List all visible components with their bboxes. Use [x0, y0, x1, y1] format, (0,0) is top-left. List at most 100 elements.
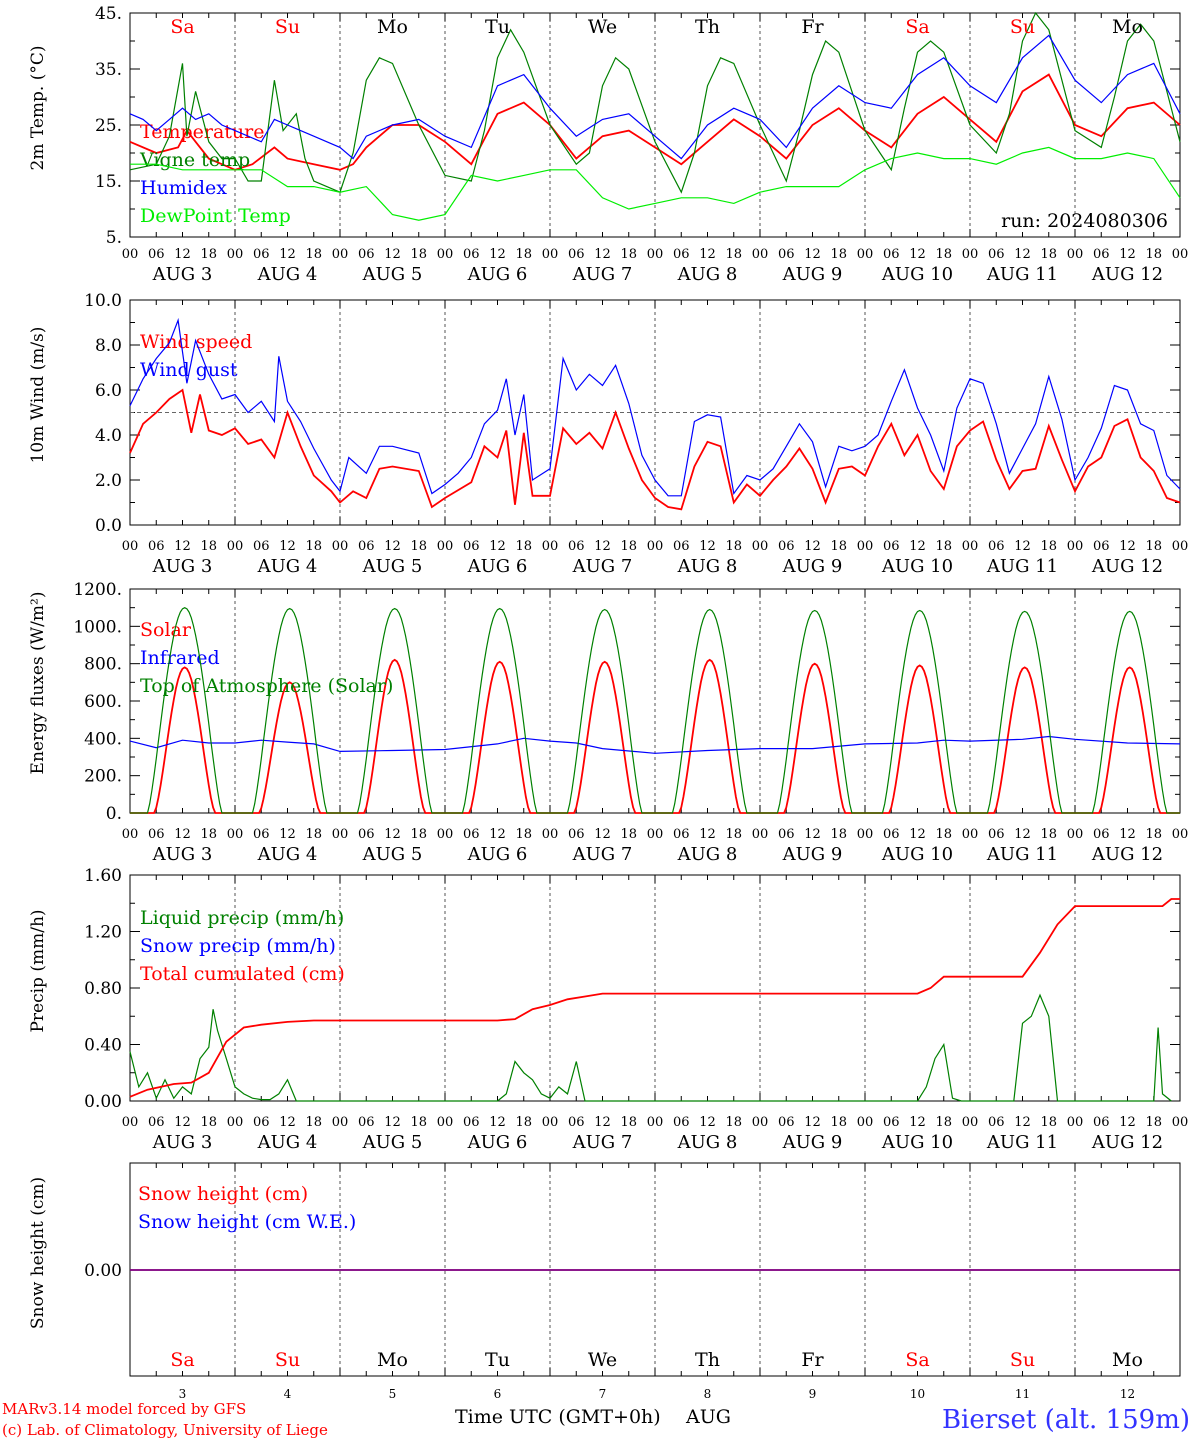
hour-tick-label: 06 [148, 247, 165, 262]
hour-tick-label: 18 [830, 1115, 847, 1130]
hour-tick-label: 18 [200, 539, 217, 554]
date-label: AUG 5 [362, 264, 423, 285]
hour-tick-label: 12 [489, 827, 506, 842]
hour-tick-label: 00 [962, 1115, 979, 1130]
hour-tick-label: 06 [253, 827, 270, 842]
hour-tick-label: 18 [1040, 1115, 1057, 1130]
y-tick-label: 8.0 [95, 336, 122, 356]
legend-dewpoint-temp: DewPoint Temp [140, 205, 291, 227]
y-axis-label: Precip (mm/h) [28, 909, 48, 1032]
hour-tick-label: 12 [1119, 247, 1136, 262]
hour-tick-label: 12 [174, 247, 191, 262]
date-label: AUG 4 [257, 264, 318, 285]
hour-tick-label: 06 [253, 247, 270, 262]
month-label: AUG [685, 1406, 731, 1428]
hour-tick-label: 00 [962, 539, 979, 554]
hour-tick-label: 18 [725, 827, 742, 842]
date-label: AUG 6 [467, 264, 528, 285]
day-number-label: 10 [910, 1387, 925, 1401]
hour-tick-label: 12 [489, 1115, 506, 1130]
hour-tick-label: 18 [200, 247, 217, 262]
hour-tick-label: 12 [489, 539, 506, 554]
hour-tick-label: 18 [410, 539, 427, 554]
hour-tick-label: 06 [568, 247, 585, 262]
hour-tick-label: 06 [988, 539, 1005, 554]
hour-tick-label: 12 [699, 539, 716, 554]
day-number-label: 3 [179, 1387, 187, 1401]
hour-tick-label: 00 [122, 827, 139, 842]
hour-tick-label: 18 [935, 827, 952, 842]
hour-tick-label: 18 [830, 539, 847, 554]
series-line-dewpoint-temp [130, 146, 1181, 221]
y-tick-label: 5. [106, 228, 122, 248]
time-axis-title: Time UTC (GMT+0h) [455, 1406, 661, 1428]
series-line-top-of-atmosphere-solar- [130, 607, 1180, 814]
legend-liquid-precip-mm-h-: Liquid precip (mm/h) [140, 907, 344, 929]
hour-tick-label: 18 [1145, 539, 1162, 554]
hour-tick-label: 18 [935, 1115, 952, 1130]
hour-tick-label: 00 [1067, 1115, 1084, 1130]
day-number-label: 9 [809, 1387, 817, 1401]
hour-tick-label: 00 [752, 539, 769, 554]
hour-tick-label: 12 [1014, 827, 1031, 842]
y-axis-label: 10m Wind (m/s) [28, 327, 48, 464]
weekday-label: Th [695, 16, 720, 38]
hour-tick-label: 06 [883, 827, 900, 842]
hour-tick-label: 18 [305, 539, 322, 554]
hour-tick-label: 18 [305, 827, 322, 842]
hour-tick-label: 12 [279, 247, 296, 262]
date-label: AUG 7 [572, 556, 633, 577]
legend-snow-height-cm-: Snow height (cm) [138, 1183, 308, 1205]
weekday-label: Fr [801, 16, 824, 38]
hour-tick-label: 12 [804, 539, 821, 554]
weekday-label: We [588, 16, 617, 38]
weekday-label: Mo [377, 16, 408, 38]
series-line-temperature [129, 73, 1181, 171]
hour-tick-label: 18 [200, 1115, 217, 1130]
date-label: AUG 3 [152, 264, 213, 285]
date-label: AUG 12 [1091, 1132, 1163, 1153]
legend-vigne-temp: Vigne temp [139, 149, 250, 171]
hour-tick-label: 00 [647, 247, 664, 262]
hour-tick-label: 18 [515, 1115, 532, 1130]
y-tick-label: 1.20 [84, 923, 122, 943]
hour-tick-label: 12 [279, 539, 296, 554]
hour-tick-label: 00 [647, 1115, 664, 1130]
y-tick-label: 800. [84, 655, 122, 675]
hour-tick-label: 18 [410, 1115, 427, 1130]
hour-tick-label: 18 [830, 247, 847, 262]
hour-tick-label: 00 [227, 1115, 244, 1130]
hour-tick-label: 18 [200, 827, 217, 842]
y-tick-label: 2.0 [95, 471, 122, 491]
credit-line-2: (c) Lab. of Climatology, University of L… [2, 1421, 328, 1439]
date-label: AUG 6 [467, 556, 528, 577]
legend-snow-precip-mm-h-: Snow precip (mm/h) [140, 935, 336, 957]
panel-3: 0. 200. 400. 600. 800. 1000. 1200. Energy fluxe… [28, 580, 1188, 865]
hour-tick-label: 00 [1172, 247, 1189, 262]
y-tick-label: 1200. [73, 580, 122, 600]
weekday-label: We [588, 1349, 617, 1371]
hour-tick-label: 00 [962, 827, 979, 842]
hour-tick-label: 12 [1119, 827, 1136, 842]
hour-tick-label: 00 [857, 827, 874, 842]
y-tick-label: 0.0 [95, 516, 122, 536]
hour-tick-label: 12 [384, 539, 401, 554]
hour-tick-label: 12 [1014, 539, 1031, 554]
hour-tick-label: 18 [620, 247, 637, 262]
date-label: AUG 5 [362, 844, 423, 865]
hour-tick-label: 06 [778, 247, 795, 262]
hour-tick-label: 12 [279, 1115, 296, 1130]
hour-tick-label: 06 [883, 1115, 900, 1130]
hour-tick-label: 06 [1093, 1115, 1110, 1130]
hour-tick-label: 12 [384, 247, 401, 262]
date-label: AUG 7 [572, 844, 633, 865]
date-label: AUG 3 [152, 556, 213, 577]
weekday-label: Su [1010, 1349, 1035, 1371]
date-label: AUG 9 [782, 844, 843, 865]
date-label: AUG 4 [257, 844, 318, 865]
y-tick-label: 400. [84, 729, 122, 749]
hour-tick-label: 00 [122, 247, 139, 262]
weekday-label: Sa [170, 16, 194, 38]
hour-tick-label: 12 [594, 827, 611, 842]
hour-tick-label: 18 [515, 539, 532, 554]
